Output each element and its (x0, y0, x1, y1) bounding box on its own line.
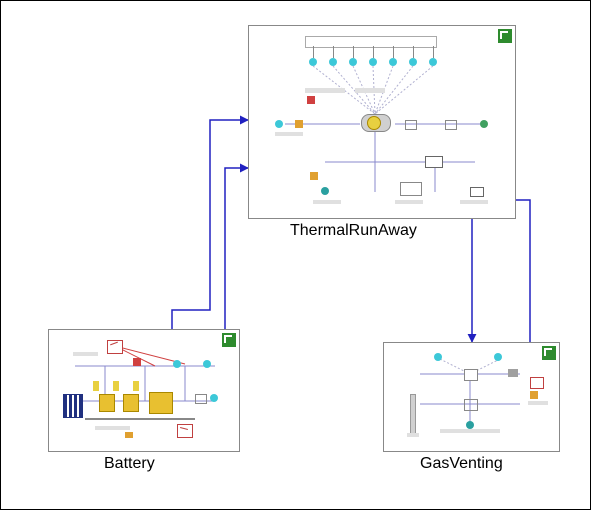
label-gas-venting: GasVenting (420, 455, 503, 473)
label-thermal-runaway: ThermalRunAway (290, 222, 417, 240)
gasventing-internal (390, 349, 553, 445)
block-battery[interactable] (48, 329, 240, 452)
battery-pack-icon (63, 394, 83, 418)
block-gas-venting[interactable] (383, 342, 560, 452)
node-cyan (210, 394, 218, 402)
node-cyan (494, 353, 502, 361)
node-red (307, 96, 315, 104)
thermal-internal (255, 32, 509, 212)
block-thermal-runaway[interactable] (248, 25, 516, 219)
label-battery: Battery (104, 455, 155, 473)
node-teal (466, 421, 474, 429)
module-icon (123, 394, 139, 412)
node-cyan (434, 353, 442, 361)
node-orange (295, 120, 303, 128)
reactor-core (367, 116, 381, 130)
node-green (480, 120, 488, 128)
node-teal (321, 187, 329, 195)
node-red (133, 358, 141, 366)
valve-icon (508, 369, 518, 377)
module-icon (149, 392, 173, 414)
node-cyan (203, 360, 211, 368)
node-cyan (275, 120, 283, 128)
battery-internal (55, 336, 233, 445)
node-cyan (173, 360, 181, 368)
module-icon (99, 394, 115, 412)
node-orange (530, 391, 538, 399)
pipe-icon (410, 394, 416, 436)
